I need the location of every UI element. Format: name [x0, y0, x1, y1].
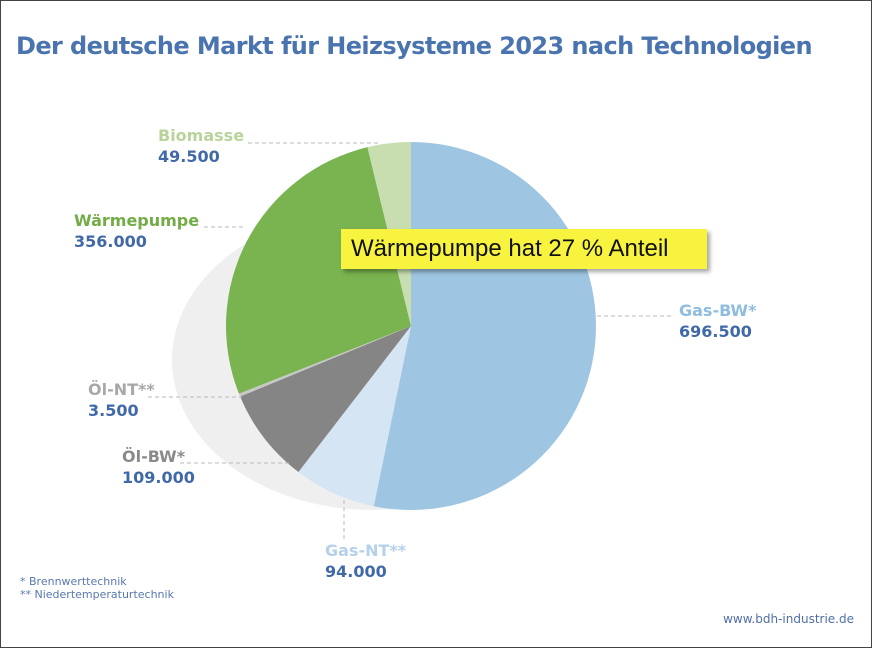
label-waermepumpe: Wärmepumpe 356.000: [74, 210, 199, 252]
label-oel-bw-name: Öl-BW*: [122, 447, 186, 466]
label-oel-bw: Öl-BW* 109.000: [122, 446, 195, 488]
slice-oel-nt: [238, 326, 411, 397]
slice-oel-bw: [240, 326, 411, 473]
label-gas-nt-name: Gas-NT**: [325, 541, 407, 560]
label-gas-bw: Gas-BW* 696.500: [679, 300, 756, 342]
pie-slices: [226, 142, 596, 510]
label-oel-nt-value: 3.500: [88, 401, 139, 420]
label-gas-bw-name: Gas-BW*: [679, 301, 757, 320]
label-biomasse-name: Biomasse: [158, 126, 245, 145]
label-biomasse: Biomasse 49.500: [158, 125, 244, 167]
label-gas-nt-value: 94.000: [325, 562, 387, 581]
chart-title: Der deutsche Markt für Heizsysteme 2023 …: [16, 32, 813, 60]
label-waermepumpe-name: Wärmepumpe: [74, 211, 200, 230]
footnote-niedertemperatur: ** Niedertemperaturtechnik: [20, 588, 174, 601]
slice-gas-nt: [298, 326, 411, 507]
label-waermepumpe-value: 356.000: [74, 232, 147, 251]
source-url: www.bdh-industrie.de: [723, 612, 854, 626]
slice-waermepumpe: [226, 147, 411, 394]
label-gas-nt: Gas-NT** 94.000: [325, 540, 406, 582]
label-oel-nt-name: Öl-NT**: [88, 380, 155, 399]
label-oel-nt: Öl-NT** 3.500: [88, 379, 155, 421]
leader-lines: [148, 142, 674, 540]
label-gas-bw-value: 696.500: [679, 322, 752, 341]
footnote-brennwert: * Brennwerttechnik: [20, 575, 127, 588]
label-biomasse-value: 49.500: [158, 147, 220, 166]
footnotes: * Brennwerttechnik ** Niedertemperaturte…: [20, 575, 174, 601]
callout-annotation: Wärmepumpe hat 27 % Anteil: [341, 229, 707, 269]
label-oel-bw-value: 109.000: [122, 468, 195, 487]
